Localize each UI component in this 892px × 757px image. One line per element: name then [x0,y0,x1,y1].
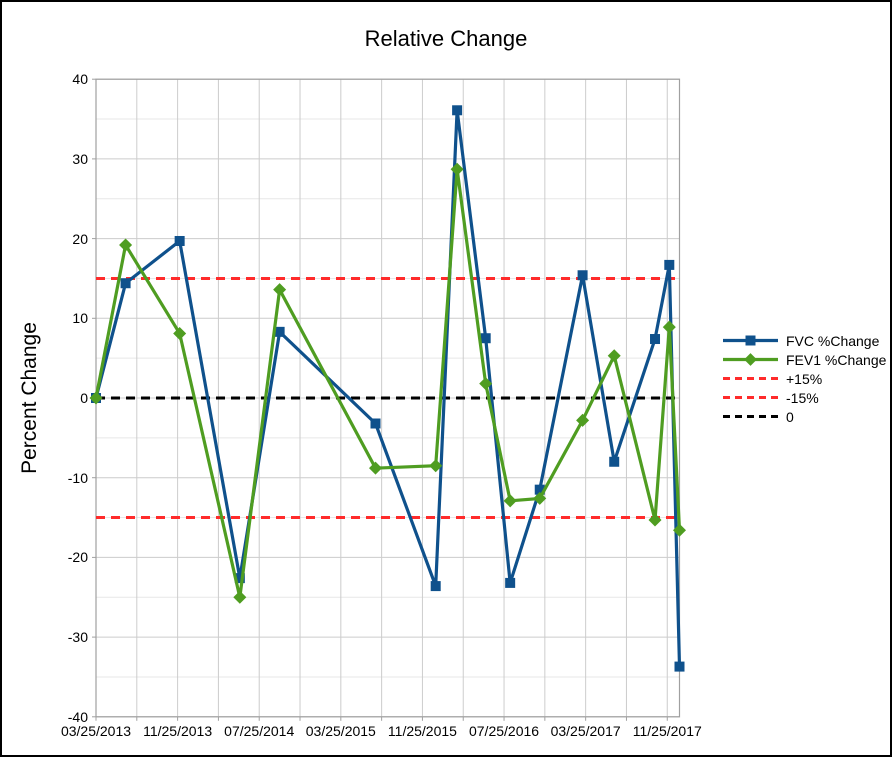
legend: FVC %Change FEV1 %Change +15% -15% [722,331,886,426]
legend-item-zero: 0 [722,407,886,426]
fev1-data-point [89,391,103,405]
legend-item-plus15: +15% [722,369,886,388]
x-tick-label: 03/25/2017 [550,723,621,739]
y-tick-label: 40 [72,71,88,88]
fvc-data-point [480,333,491,344]
legend-label-plus15: +15% [786,370,823,387]
legend-item-fvc: FVC %Change [722,331,886,350]
red-dashed-line-icon [723,396,778,399]
fvc-data-point [674,661,685,672]
legend-item-fev1: FEV1 %Change [722,350,886,369]
fvc-data-point [430,581,441,592]
fvc-line-square-icon [723,335,778,346]
fev1-data-point [662,320,676,334]
fvc-data-point [234,573,245,584]
fvc-data-point [609,456,620,467]
fev1-data-point [119,238,133,252]
fvc-data-point [534,484,545,495]
fev1-line-diamond-icon [723,353,778,366]
legend-label-minus15: -15% [786,389,819,406]
fvc-data-point [664,259,675,270]
y-tick-label: -10 [67,469,88,486]
x-tick-label: 11/25/2013 [143,723,213,739]
legend-label-fvc: FVC %Change [786,332,880,349]
fev1-data-point [503,494,517,508]
chart-title: Relative Change [364,26,528,51]
fvc-data-point [577,270,588,281]
fev1-data-point [576,413,590,427]
y-tick-label: -40 [67,708,88,725]
fev1-data-point [479,377,493,391]
fev1-data-point [648,513,662,527]
fev1-data-point [607,349,621,363]
fev1-data-point [533,491,547,505]
y-tick-label: 0 [80,390,88,406]
black-dashed-line-icon [723,415,778,418]
fev1-data-point [450,162,464,176]
fev1-data-point [429,459,443,473]
x-tick-label: 11/25/2015 [387,723,457,739]
fvc-data-point [452,105,463,116]
x-tick-label: 03/25/2013 [60,723,132,739]
fvc-data-point [174,235,185,246]
y-tick-label: 20 [72,230,88,247]
x-tick-label: 03/25/2015 [305,723,376,739]
fev1-data-point [369,461,383,475]
x-tick-label: 11/25/2017 [632,723,702,739]
fev1-data-point [273,283,287,297]
y-tick-label: -30 [67,629,88,646]
legend-label-fev1: FEV1 %Change [786,351,887,368]
legend-label-zero: 0 [786,408,794,425]
fvc-data-point [650,334,661,345]
x-tick-label: 07/25/2016 [468,723,540,739]
fev1-data-point [672,523,687,537]
fev1-data-point [233,590,247,604]
fvc-data-point [505,577,516,588]
y-tick-label: -20 [67,549,88,566]
fvc-data-point [120,278,131,289]
x-tick-label: 07/25/2014 [224,723,295,739]
legend-item-minus15: -15% [722,388,886,407]
y-tick-label: 30 [72,150,88,167]
fvc-data-point [274,326,285,337]
fvc-data-point [370,418,381,429]
y-tick-label: 10 [72,310,88,327]
red-dashed-line-icon [723,377,778,380]
fev1-data-point [173,326,187,340]
